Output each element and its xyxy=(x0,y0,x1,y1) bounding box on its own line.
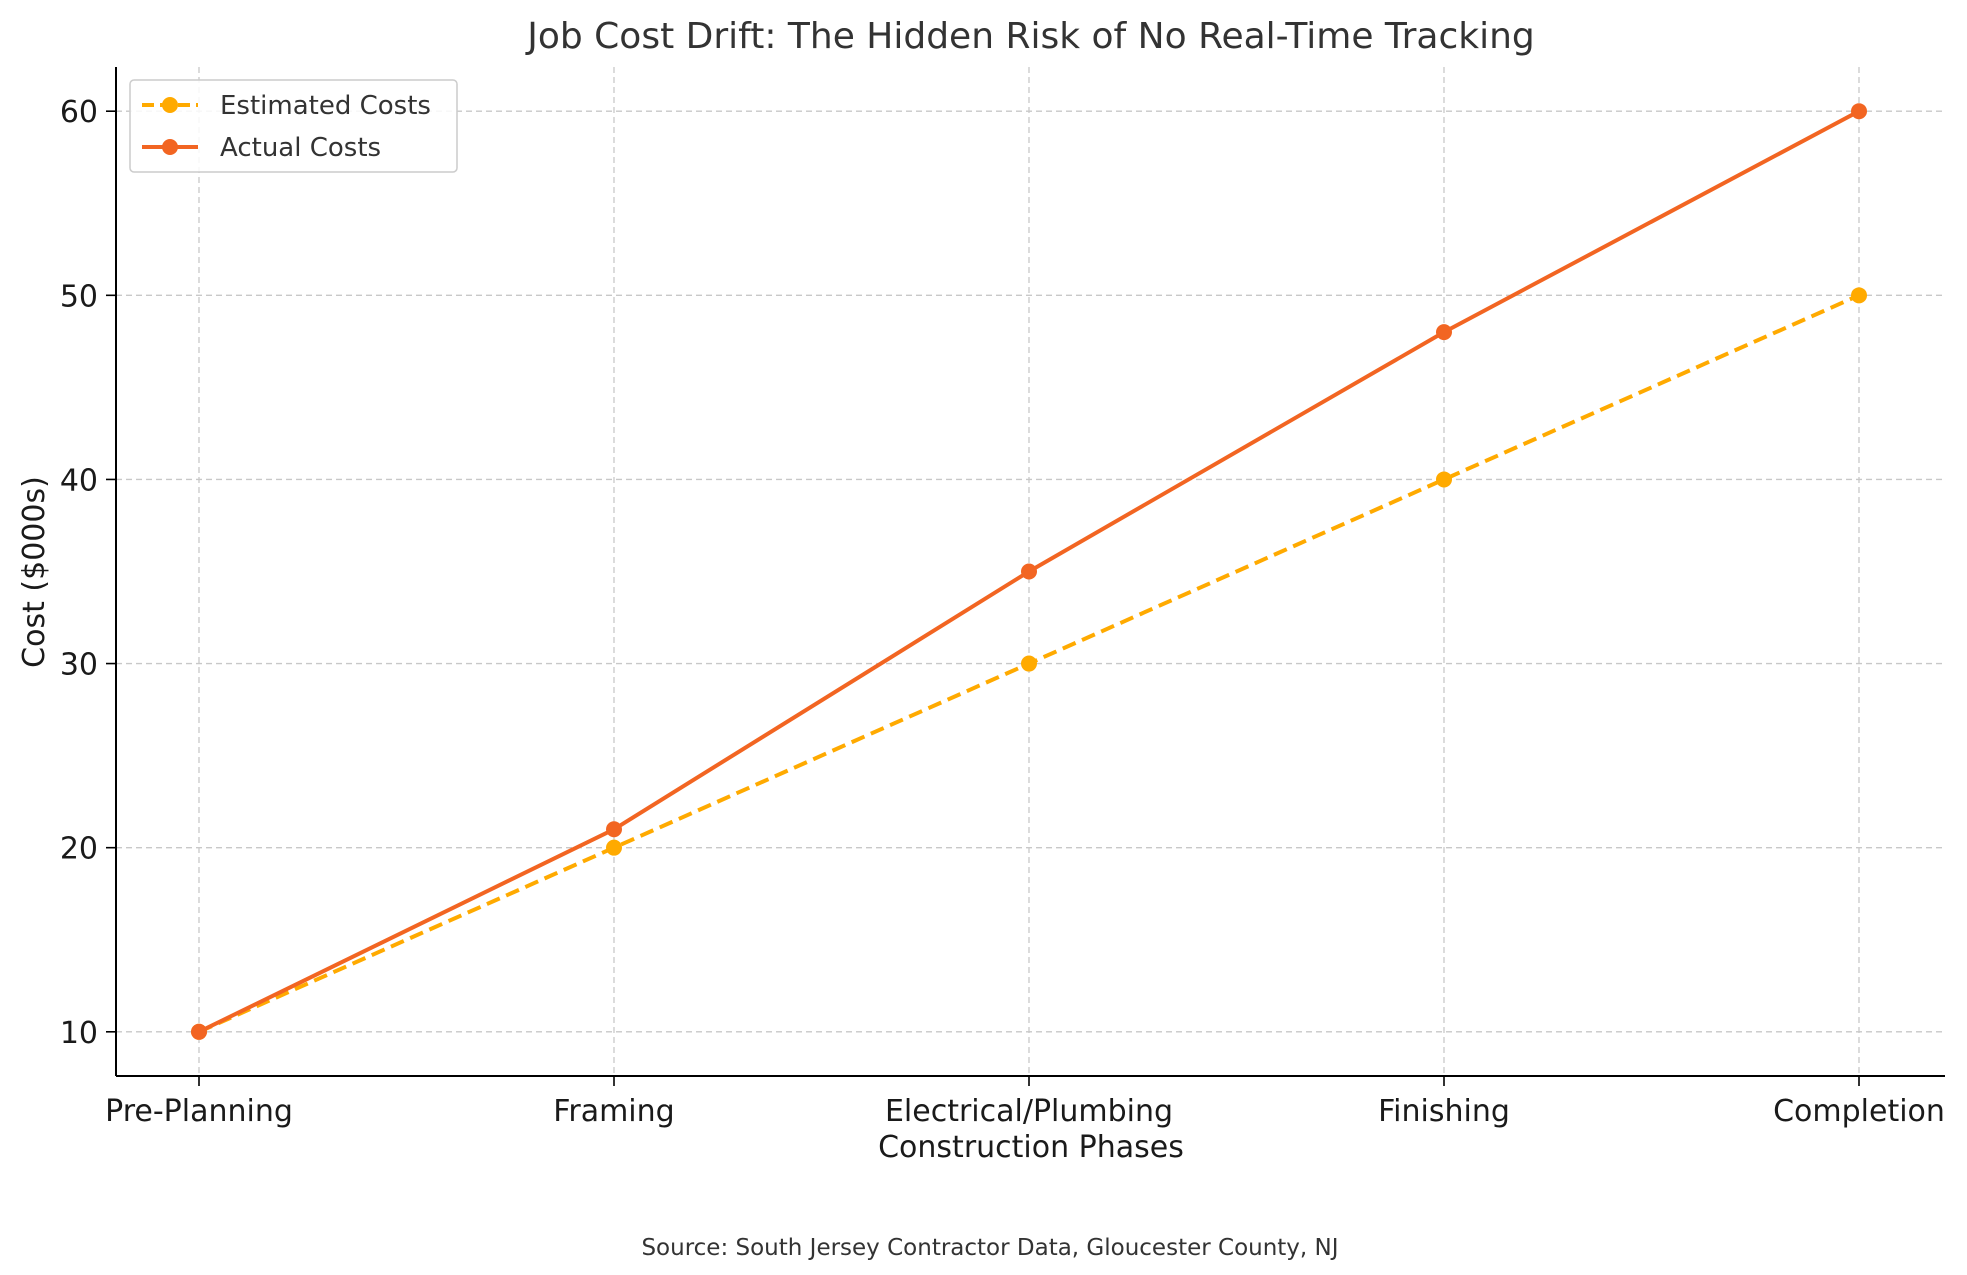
x-tick-label: Electrical/Plumbing xyxy=(885,1094,1173,1129)
x-axis-ticks: Pre-Planning Framing Electrical/Plumbing Fi… xyxy=(105,1076,1945,1129)
data-point xyxy=(606,821,622,838)
x-axis-label: Construction Phases xyxy=(878,1130,1184,1165)
data-point xyxy=(1436,471,1452,488)
legend-frame xyxy=(129,79,458,173)
data-point xyxy=(1436,324,1452,341)
x-tick-label: Framing xyxy=(553,1094,674,1129)
x-tick-label: Pre-Planning xyxy=(105,1094,293,1129)
data-point xyxy=(1851,287,1867,304)
legend-label: Actual Costs xyxy=(220,133,381,163)
y-tick-label: 10 xyxy=(60,1016,98,1051)
series-layer xyxy=(191,103,1867,1040)
y-tick-label: 40 xyxy=(60,463,98,498)
data-point xyxy=(1851,103,1867,120)
chart-title: Job Cost Drift: The Hidden Risk of No Re… xyxy=(525,16,1535,57)
legend-marker xyxy=(162,97,178,113)
x-tick-label: Completion xyxy=(1773,1094,1945,1129)
source-note: Source: South Jersey Contractor Data, Gl… xyxy=(641,1235,1338,1261)
y-tick-label: 50 xyxy=(60,279,98,314)
y-axis-label: Cost ($000s) xyxy=(17,476,52,668)
legend: Estimated Costs Actual Costs xyxy=(129,79,458,173)
y-tick-label: 20 xyxy=(60,832,98,867)
legend-label: Estimated Costs xyxy=(220,91,431,121)
y-tick-label: 30 xyxy=(60,648,98,683)
x-tick-label: Finishing xyxy=(1378,1094,1510,1129)
y-tick-label: 60 xyxy=(60,95,98,130)
legend-marker xyxy=(162,139,178,155)
data-point xyxy=(606,839,622,856)
y-axis-ticks: 10 20 30 40 50 60 xyxy=(60,95,116,1051)
series-actual xyxy=(191,103,1867,1040)
data-point xyxy=(191,1023,207,1040)
data-point xyxy=(1021,563,1037,580)
data-point xyxy=(1021,655,1037,672)
